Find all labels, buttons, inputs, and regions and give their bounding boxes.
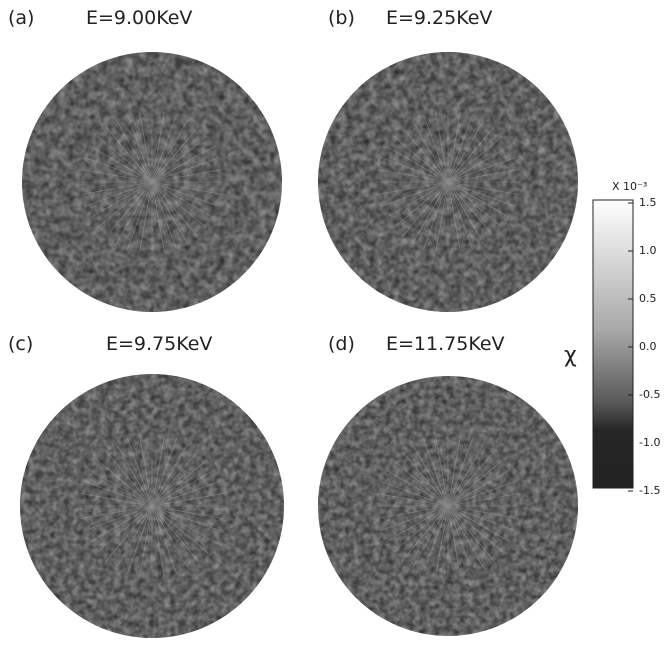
panel-label: (b) [328,7,355,29]
colorbar-tick-label: -0.5 [639,388,660,401]
panel-label: (d) [328,333,355,355]
colorbar-tick-label: 1.0 [639,244,657,257]
colorbar-tick-label: -1.0 [639,436,660,449]
colorbar-symbol: χ [564,343,577,368]
panel-title: E=9.75KeV [106,333,212,355]
colorbar [593,200,633,488]
figure: X 10⁻³ χ (a) E=9.00KeV (b) E=9.25KeV (c) E=9.… [0,0,664,666]
colorbar-tick-label: 1.5 [639,196,657,209]
panel-title: E=9.25KeV [386,7,492,29]
colorbar-scale: X 10⁻³ [612,180,647,193]
panel-title: E=9.00KeV [86,7,192,29]
colorbar-tick-label: -1.5 [639,484,660,497]
colorbar-tick-label: 0.0 [639,340,657,353]
panel-label: (a) [8,7,34,29]
panel-title: E=11.75KeV [386,333,505,355]
panel-label: (c) [8,333,33,355]
colorbar-tick-label: 0.5 [639,292,657,305]
